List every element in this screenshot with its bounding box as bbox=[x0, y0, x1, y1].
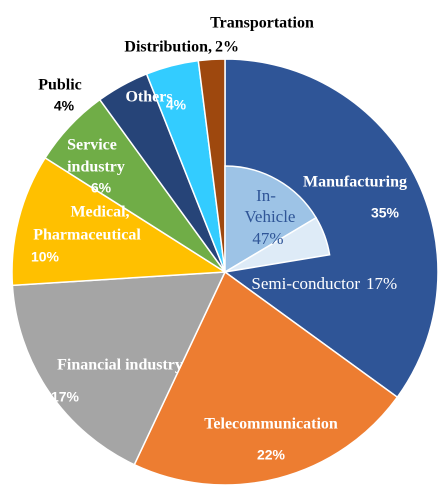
value-label: 17% bbox=[51, 389, 80, 405]
slice-label: Telecommunication bbox=[204, 416, 338, 433]
value-label: 35% bbox=[371, 205, 400, 221]
slice-label: Distribution, bbox=[124, 39, 212, 56]
value-label: 2% bbox=[215, 39, 239, 56]
slice bbox=[11, 271, 227, 466]
value-label: 6% bbox=[91, 180, 112, 196]
slice-label: Manufacturing bbox=[303, 174, 407, 191]
sub-slice bbox=[224, 216, 331, 273]
slice bbox=[224, 58, 439, 399]
value-label: 4% bbox=[54, 98, 75, 114]
slice-label: Transportation bbox=[210, 15, 314, 32]
sub-label: In- bbox=[256, 186, 276, 205]
slice-label: Public bbox=[38, 77, 82, 94]
value-label: 10% bbox=[31, 249, 60, 265]
sub-label: Semi-conductor bbox=[251, 274, 360, 293]
slice-label: Others bbox=[125, 89, 172, 106]
slice-label: Service bbox=[67, 137, 117, 154]
value-label: 4% bbox=[166, 97, 187, 113]
slice-label: industry bbox=[67, 159, 125, 176]
sub-slice bbox=[224, 165, 318, 274]
slice-label: Pharmaceutical bbox=[33, 227, 141, 244]
slice bbox=[197, 58, 226, 273]
sub-label: Vehicle bbox=[245, 207, 296, 226]
value-label: 22% bbox=[257, 447, 286, 463]
sub-value-label: 17% bbox=[366, 274, 397, 293]
slice-label: Financial industry bbox=[57, 357, 183, 374]
slice bbox=[11, 156, 228, 287]
sub-value-label: 47% bbox=[252, 229, 283, 248]
slice-label: Medical, bbox=[70, 204, 129, 221]
